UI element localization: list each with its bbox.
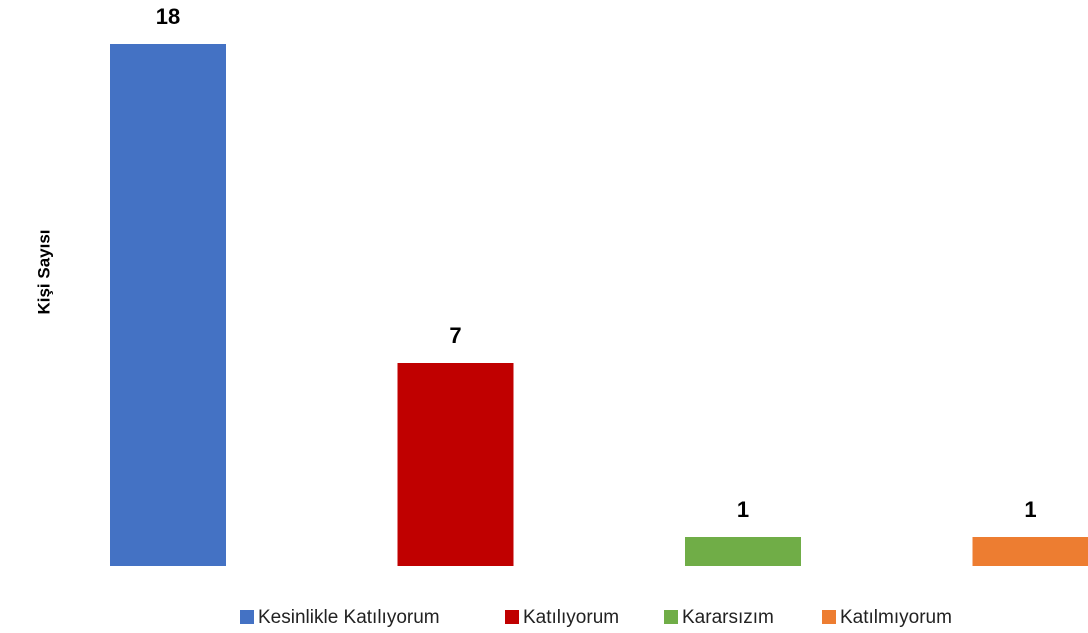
legend-swatch [240, 610, 254, 624]
data-label: 1 [1024, 497, 1036, 522]
y-axis-label: Kişi Sayısı [34, 229, 53, 314]
legend-label: Katılıyorum [523, 607, 619, 628]
bar [685, 537, 801, 566]
bar [110, 44, 226, 566]
bar [972, 537, 1088, 566]
legend-label: Kararsızım [682, 607, 774, 628]
legend-label: Kesinlikle Katılıyorum [258, 607, 440, 628]
data-label: 18 [156, 4, 180, 29]
legend-label: Katılmıyorum [840, 607, 952, 628]
legend-swatch [822, 610, 836, 624]
bar [397, 363, 514, 566]
data-label: 1 [737, 497, 749, 522]
legend-swatch [505, 610, 519, 624]
legend-swatch [664, 610, 678, 624]
data-label: 7 [449, 323, 461, 348]
